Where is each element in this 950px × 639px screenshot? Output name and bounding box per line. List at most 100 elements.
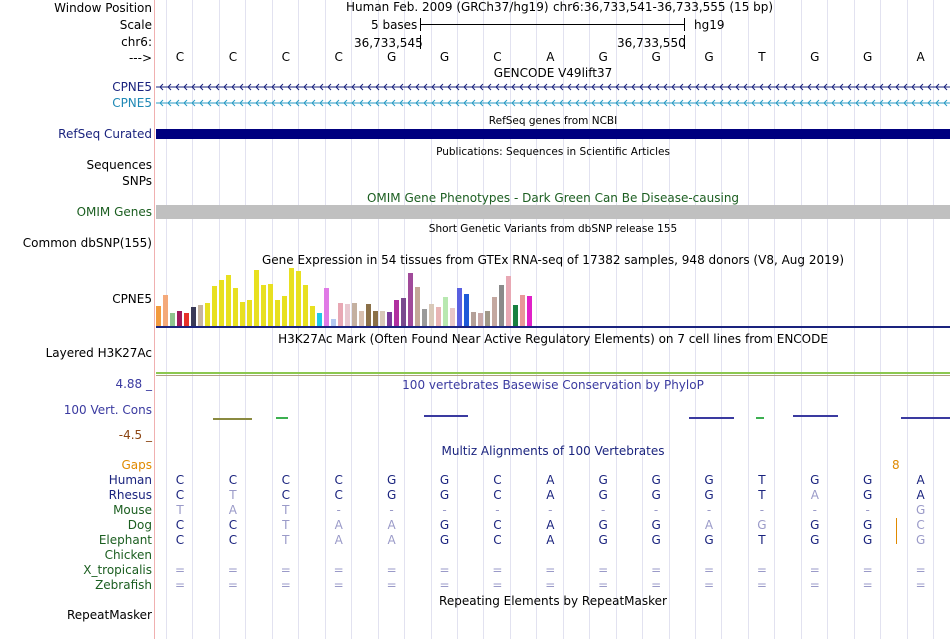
species-label[interactable]: Zebrafish [95, 578, 152, 592]
gtex-tissue-bar[interactable] [331, 319, 336, 326]
refseq-gene-bar[interactable] [156, 129, 950, 139]
dbsnp-track-label[interactable]: Common dbSNP(155) [22, 236, 152, 250]
gtex-tissue-bar[interactable] [429, 304, 434, 326]
gtex-tissue-bar[interactable] [247, 300, 252, 326]
gtex-tissue-bar[interactable] [170, 313, 175, 326]
gtex-tissue-bar[interactable] [415, 287, 420, 326]
species-label[interactable]: Rhesus [108, 488, 152, 502]
refseq-track-label[interactable]: RefSeq Curated [58, 127, 152, 141]
gtex-tissue-bar[interactable] [513, 305, 518, 326]
publications-track-title[interactable]: Publications: Sequences in Scientific Ar… [436, 146, 670, 158]
strand-chevron [695, 99, 700, 107]
gencode-track-title[interactable]: GENCODE V49lift37 [493, 66, 613, 80]
gtex-tissue-bar[interactable] [275, 300, 280, 326]
gencode-gene-label-1[interactable]: CPNE5 [112, 80, 152, 94]
gtex-tissue-bar[interactable] [436, 307, 441, 326]
gtex-tissue-bar[interactable] [464, 294, 469, 326]
gtex-tissue-bar[interactable] [373, 311, 378, 326]
gencode-gene-label-2[interactable]: CPNE5 [112, 96, 152, 110]
gtex-tissue-bar[interactable] [506, 276, 511, 326]
gtex-tissue-bar[interactable] [205, 303, 210, 326]
gtex-track-title[interactable]: Gene Expression in 54 tissues from GTEx … [261, 253, 845, 267]
strand-arrow-label[interactable]: ---> [128, 51, 152, 65]
gtex-tissue-bar[interactable] [317, 313, 322, 326]
gtex-tissue-bar[interactable] [359, 311, 364, 326]
publications-track-label[interactable]: Sequences [86, 158, 152, 172]
gtex-tissue-bar[interactable] [268, 284, 273, 326]
gtex-tissue-bar[interactable] [499, 285, 504, 326]
gtex-tissue-bar[interactable] [352, 303, 357, 326]
alignment-base: C [228, 533, 238, 547]
omim-track-title[interactable]: OMIM Gene Phenotypes - Dark Green Can Be… [366, 191, 740, 205]
refseq-track-title[interactable]: RefSeq genes from NCBI [488, 115, 618, 127]
omim-phenotype-bar[interactable] [156, 205, 950, 219]
gtex-tissue-bar[interactable] [366, 304, 371, 326]
dbsnp-track-title[interactable]: Short Genetic Variants from dbSNP releas… [428, 223, 678, 235]
gtex-tissue-bar[interactable] [177, 311, 182, 326]
gaps-label[interactable]: Gaps [121, 458, 152, 472]
scale-label[interactable]: Scale [119, 18, 152, 32]
gtex-tissue-bar[interactable] [296, 271, 301, 326]
multiz-track-title[interactable]: Multiz Alignments of 100 Vertebrates [441, 444, 665, 458]
species-label[interactable]: Dog [127, 518, 152, 532]
gtex-tissue-bar[interactable] [338, 303, 343, 326]
gtex-tissue-bar[interactable] [471, 312, 476, 326]
gtex-tissue-bar[interactable] [240, 302, 245, 326]
gtex-tissue-bar[interactable] [478, 313, 483, 326]
gtex-tissue-bar[interactable] [184, 313, 189, 326]
gtex-tissue-bar[interactable] [156, 306, 161, 326]
gtex-tissue-bar[interactable] [387, 312, 392, 326]
phylop-signal[interactable] [156, 408, 950, 426]
repeatmasker-track-title[interactable]: Repeating Elements by RepeatMasker [439, 594, 667, 608]
gtex-tissue-bar[interactable] [212, 286, 217, 326]
gtex-tissue-bar[interactable] [450, 308, 455, 326]
gtex-tissue-bar[interactable] [310, 306, 315, 326]
gtex-tissue-bar[interactable] [289, 268, 294, 326]
gtex-tissue-bar[interactable] [527, 296, 532, 326]
chr-label[interactable]: chr6: [121, 35, 152, 49]
gtex-tissue-bar[interactable] [254, 270, 259, 326]
phylop-track-title[interactable]: 100 vertebrates Basewise Conservation by… [402, 378, 704, 392]
window-position-label[interactable]: Window Position [54, 1, 152, 15]
gtex-track-label[interactable]: CPNE5 [112, 292, 152, 306]
gtex-tissue-bar[interactable] [226, 275, 231, 326]
gtex-tissue-bar[interactable] [401, 298, 406, 326]
strand-chevron [799, 83, 804, 91]
gtex-tissue-bar[interactable] [282, 296, 287, 326]
gtex-tissue-bar[interactable] [520, 295, 525, 326]
species-label[interactable]: Chicken [104, 548, 152, 562]
gtex-tissue-bar[interactable] [492, 297, 497, 326]
gtex-tissue-bar[interactable] [219, 280, 224, 326]
gtex-tissue-bar[interactable] [443, 297, 448, 326]
species-label[interactable]: Mouse [113, 503, 152, 517]
h3k27ac-signal-line[interactable] [156, 372, 950, 374]
species-label[interactable]: X_tropicalis [83, 563, 152, 577]
gtex-tissue-bar[interactable] [303, 285, 308, 326]
strand-chevron [295, 83, 300, 91]
snps-track-label[interactable]: SNPs [122, 174, 152, 188]
gtex-tissue-bar[interactable] [457, 288, 462, 326]
gtex-tissue-bar[interactable] [408, 273, 413, 326]
gtex-expression-chart[interactable] [156, 262, 950, 330]
gencode-transcripts[interactable] [156, 80, 950, 110]
omim-track-label[interactable]: OMIM Genes [76, 205, 152, 219]
gtex-tissue-bar[interactable] [191, 307, 196, 326]
gtex-tissue-bar[interactable] [324, 288, 329, 326]
gtex-tissue-bar[interactable] [198, 305, 203, 326]
gtex-tissue-bar[interactable] [345, 304, 350, 326]
strand-chevron [647, 83, 652, 91]
species-label[interactable]: Elephant [98, 533, 152, 547]
repeatmasker-track-label[interactable]: RepeatMasker [66, 608, 152, 622]
h3k27ac-track-label[interactable]: Layered H3K27Ac [45, 346, 152, 360]
gtex-tissue-bar[interactable] [394, 300, 399, 326]
gtex-tissue-bar[interactable] [485, 311, 490, 326]
phylop-track-label[interactable]: 100 Vert. Cons [63, 403, 152, 417]
gtex-tissue-bar[interactable] [380, 311, 385, 326]
gtex-tissue-bar[interactable] [233, 288, 238, 326]
gtex-tissue-bar[interactable] [422, 309, 427, 326]
gtex-tissue-bar[interactable] [261, 285, 266, 326]
gtex-tissue-bar[interactable] [163, 295, 168, 326]
h3k27ac-track-title[interactable]: H3K27Ac Mark (Often Found Near Active Re… [278, 332, 828, 346]
species-label[interactable]: Human [108, 473, 152, 487]
